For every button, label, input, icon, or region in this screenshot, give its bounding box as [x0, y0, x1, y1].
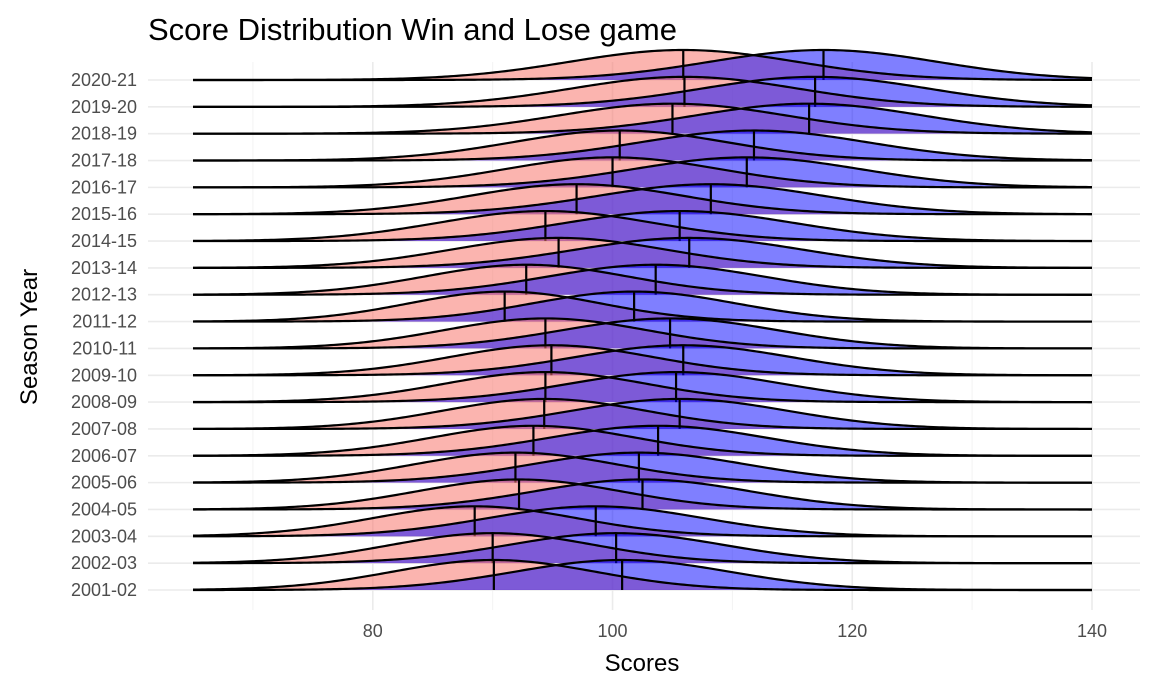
x-axis-tick-labels: 80 100 120 140 [363, 621, 1107, 641]
y-tick-label: 2017-18 [71, 151, 137, 171]
ridge-2018-19 [193, 102, 1093, 135]
win-density-outline [193, 102, 1093, 135]
win-density-outline [193, 183, 1093, 216]
x-tick-label: 80 [363, 621, 383, 641]
ridge-2009-10 [192, 344, 1092, 377]
ridge-2010-11 [192, 317, 1092, 350]
win-density-outline [193, 424, 1092, 457]
ridge-2003-04 [192, 505, 1093, 538]
win-density-outline [193, 75, 1093, 108]
ridge-2013-14 [192, 236, 1093, 269]
ridge-2014-15 [192, 209, 1092, 243]
ridge-2002-03 [192, 532, 1092, 565]
lose-density-outline [192, 397, 1092, 431]
lose-density-outline [193, 156, 1092, 189]
y-tick-label: 2004-05 [71, 499, 137, 519]
win-density-area [193, 318, 1092, 349]
win-density-outline [193, 209, 1092, 243]
win-density-outline [193, 156, 1093, 189]
y-tick-label: 2003-04 [71, 526, 137, 546]
lose-density-area [193, 452, 1092, 483]
y-axis-title: Season Year [16, 269, 43, 405]
win-density-outline [193, 317, 1092, 350]
win-density-area [193, 291, 1092, 322]
x-tick-label: 100 [598, 621, 628, 641]
win-density-area [193, 184, 1092, 215]
lose-density-area [193, 479, 1092, 510]
y-tick-label: 2005-06 [71, 473, 137, 493]
win-density-outline [193, 558, 1092, 592]
win-density-outline [193, 263, 1092, 296]
lose-density-outline [192, 317, 1092, 350]
ridgeline-plot-area [192, 48, 1093, 592]
lose-density-area [193, 103, 1092, 134]
win-density-area [193, 398, 1092, 429]
win-density-outline [192, 505, 1093, 538]
win-density-area [193, 237, 1092, 268]
y-tick-label: 2015-16 [71, 204, 137, 224]
x-tick-label: 120 [837, 621, 867, 641]
ridge-2005-06 [192, 451, 1092, 484]
y-tick-label: 2007-08 [71, 419, 137, 439]
y-tick-label: 2020-21 [71, 70, 137, 90]
lose-density-area [193, 291, 1092, 322]
win-density-area [193, 130, 1092, 161]
y-tick-label: 2014-15 [71, 231, 137, 251]
ridge-2004-05 [192, 478, 1092, 511]
win-density-outline [193, 397, 1093, 431]
lose-density-outline [192, 209, 1092, 243]
ridge-2015-16 [192, 183, 1093, 216]
y-tick-label: 2019-20 [71, 97, 137, 117]
y-tick-label: 2001-02 [71, 580, 137, 600]
y-tick-label: 2016-17 [71, 177, 137, 197]
win-density-outline [193, 48, 1093, 82]
win-density-outline [193, 236, 1093, 269]
y-tick-label: 2008-09 [71, 392, 137, 412]
win-density-outline [193, 344, 1092, 377]
ridge-2007-08 [192, 397, 1093, 431]
ridge-2016-17 [193, 156, 1093, 189]
win-density-area [193, 372, 1092, 403]
x-tick-label: 140 [1077, 621, 1107, 641]
win-density-outline [193, 371, 1092, 404]
lose-density-outline [192, 344, 1092, 377]
y-axis-tick-labels: 2001-02 2002-03 2003-04 2004-05 2005-06 2006-… [71, 70, 137, 600]
win-density-area [193, 560, 1092, 590]
win-density-outline [193, 478, 1092, 511]
ridge-2008-09 [192, 371, 1092, 404]
y-tick-label: 2002-03 [71, 553, 137, 573]
lose-density-outline [192, 236, 1092, 269]
x-axis-title: Scores [605, 650, 680, 677]
win-density-area [193, 452, 1092, 483]
y-tick-label: 2010-11 [72, 338, 137, 358]
ridge-2011-12 [192, 290, 1092, 323]
win-density-outline [193, 129, 1093, 162]
win-density-area [193, 425, 1092, 456]
ridge-2006-07 [192, 424, 1092, 457]
ridge-2012-13 [192, 263, 1092, 296]
y-tick-label: 2013-14 [71, 258, 137, 278]
win-density-area [193, 345, 1092, 376]
win-density-outline [193, 451, 1092, 484]
y-tick-label: 2012-13 [71, 285, 137, 305]
ridge-2017-18 [193, 129, 1093, 162]
ridge-2019-20 [193, 75, 1093, 108]
ridge-2001-02 [192, 558, 1092, 592]
win-density-outline [193, 290, 1092, 323]
y-tick-label: 2018-19 [71, 124, 137, 144]
y-tick-label: 2006-07 [71, 446, 137, 466]
chart-title: Score Distribution Win and Lose game [148, 12, 677, 47]
ridge-2020-21 [193, 48, 1093, 82]
lose-density-outline [192, 371, 1092, 404]
win-density-area [193, 157, 1092, 188]
win-density-outline [193, 532, 1092, 565]
win-density-area [193, 533, 1092, 564]
y-tick-label: 2009-10 [71, 365, 137, 385]
y-tick-label: 2011-12 [72, 312, 137, 332]
